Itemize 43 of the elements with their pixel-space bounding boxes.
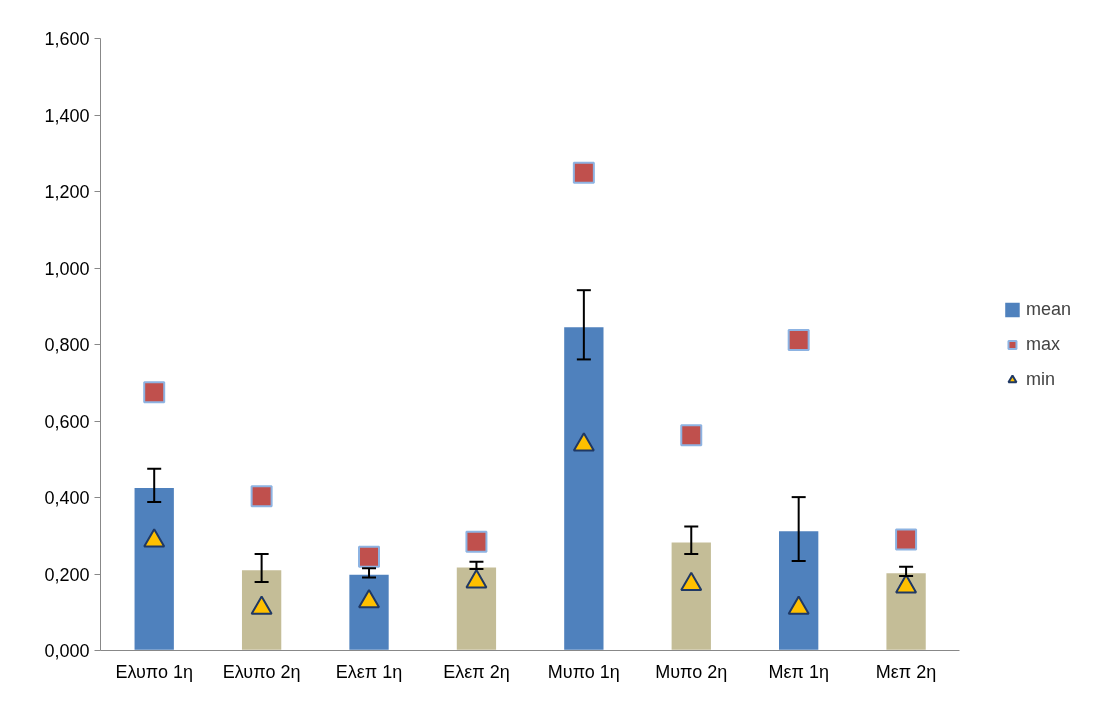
legend-label: min [1025,368,1055,390]
point [572,432,595,452]
x-tick-label: Μεπ 2η [875,661,937,682]
point [143,528,166,548]
bar [240,568,283,651]
y-tick-label: 0,000 [44,641,90,661]
point [895,528,918,551]
point [358,545,381,568]
y-tick-label: 1,200 [44,182,90,202]
x-tick-label: Ελεπ 1η [335,661,403,682]
y-tick-label: 0,800 [44,335,90,355]
bar [670,541,713,651]
bar [347,573,391,651]
point [358,588,381,609]
point [572,161,595,184]
y-tick-label: 1,400 [44,105,90,126]
point [680,424,703,447]
y-tick-label: 1,600 [44,29,90,49]
legend-label: max [1025,333,1060,355]
bar [455,565,498,651]
point [680,571,703,592]
point [895,574,918,594]
y-tick-label: 0,400 [44,488,90,508]
x-tick-label: Μυπο 2η [655,661,728,682]
point [465,530,488,553]
point [787,595,810,615]
bar [133,486,176,651]
x-tick-label: Μυπο 1η [547,661,620,682]
y-tick-label: 1,000 [44,258,90,279]
bar [562,325,606,651]
legend-label: mean [1025,298,1071,320]
x-tick-label: Ελεπ 2η [443,661,510,682]
x-tick-label: Μεπ 1η [768,661,829,682]
point [465,569,488,589]
x-tick-label: Ελυπο 1η [115,661,194,682]
point [143,381,166,404]
bar [884,571,928,651]
y-tick-label: 0,600 [44,411,90,432]
x-tick-label: Ελυπο 2η [222,661,301,682]
y-tick-label: 0,200 [44,564,90,585]
point [250,485,273,508]
point [787,328,810,351]
bar [777,529,820,651]
